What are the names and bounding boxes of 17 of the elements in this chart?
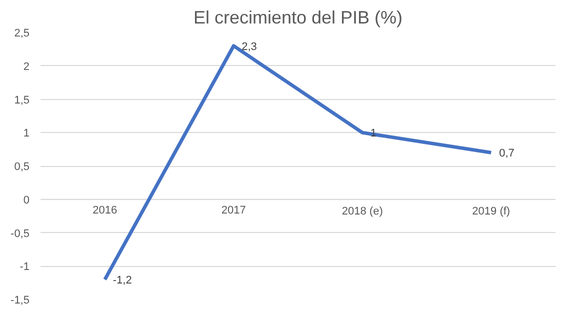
y-tick-label: 0,5	[14, 161, 30, 173]
x-tick-label: 2018 (e)	[342, 205, 383, 218]
y-tick-label: -0,5	[10, 228, 30, 240]
chart-title: El crecimiento del PIB (%)	[193, 8, 403, 28]
x-tick-label: 2019 (f)	[472, 205, 510, 218]
y-tick-label: 2,5	[14, 28, 30, 40]
data-label: -1,2	[112, 274, 132, 286]
y-tick-label: 0	[23, 194, 30, 206]
y-tick-label: -1	[20, 261, 30, 274]
x-tick-label: 2017	[221, 204, 246, 216]
y-tick-label: 1,5	[14, 94, 30, 106]
data-label: 0,7	[499, 148, 514, 160]
y-tick-label: -1,5	[10, 294, 30, 306]
y-tick-label: 2	[23, 60, 30, 73]
y-tick-label: 1	[23, 128, 30, 140]
x-tick-label: 2016	[92, 204, 118, 216]
data-label: 2,3	[242, 40, 257, 53]
